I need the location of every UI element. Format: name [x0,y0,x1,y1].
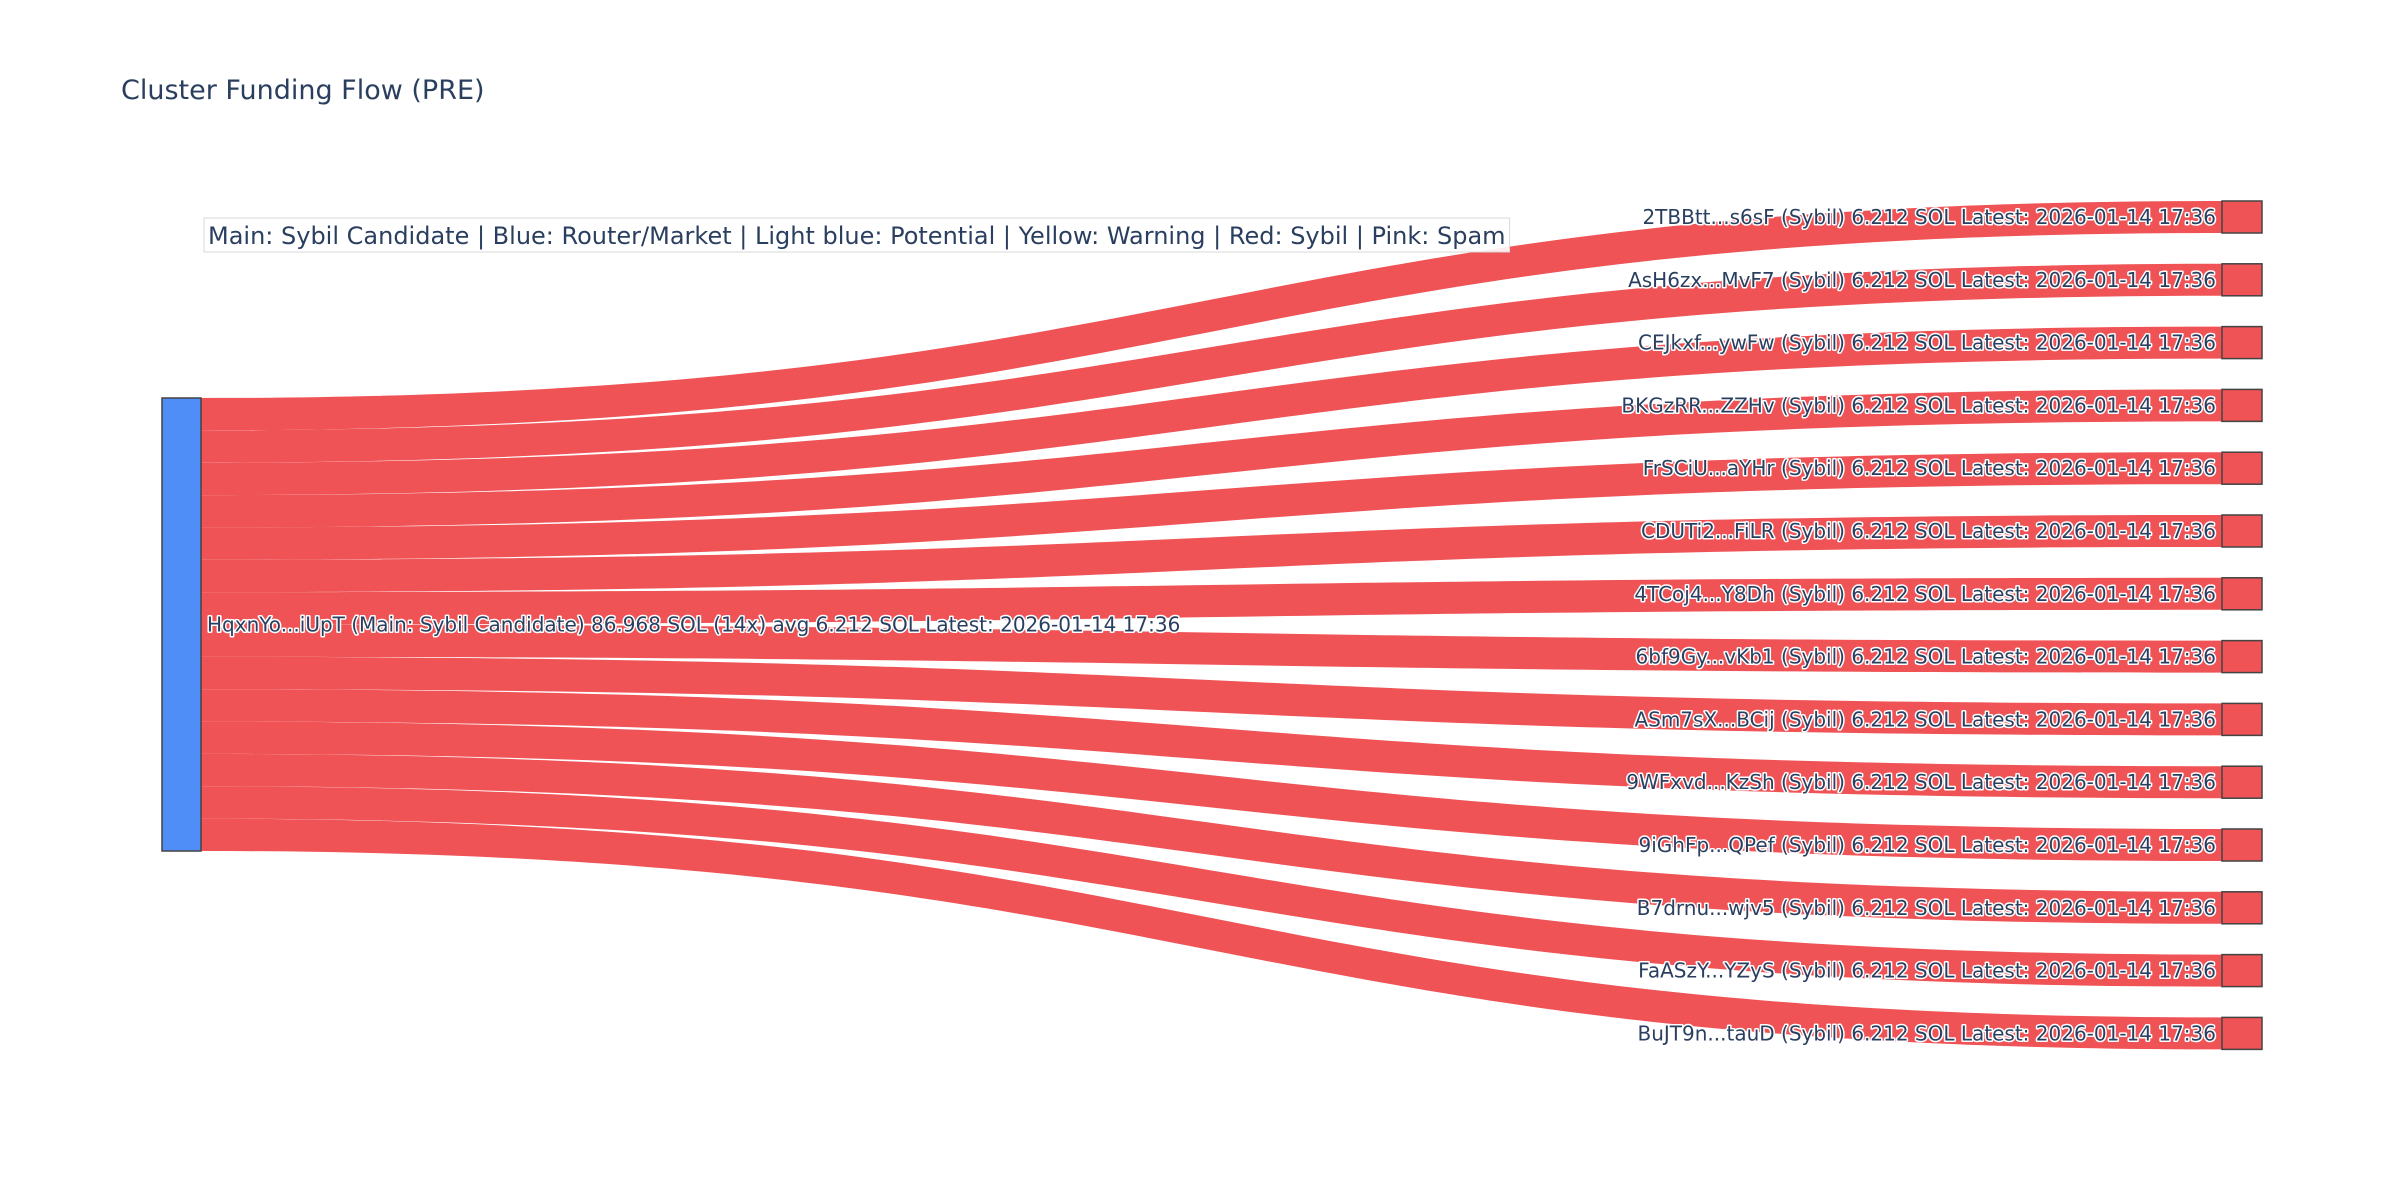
target-node-label: 6bf9Gy...vKb1 (Sybil) 6.212 SOL Latest: … [1636,645,2216,669]
target-node-label: 9WFxvd...KzSh (Sybil) 6.212 SOL Latest: … [1626,770,2216,794]
target-node[interactable] [2221,765,2263,799]
target-node[interactable] [2221,577,2263,611]
target-node-label: FrSCiU...aYHr (Sybil) 6.212 SOL Latest: … [1643,456,2216,480]
target-node[interactable] [2221,891,2263,925]
target-node[interactable] [2221,514,2263,548]
flow-link[interactable] [201,452,2222,560]
target-node[interactable] [2221,953,2263,988]
chart-title: Cluster Funding Flow (PRE) [121,75,485,106]
links-layer [201,201,2222,1050]
flow-link[interactable] [201,786,2222,987]
legend-text: Main: Sybil Candidate | Blue: Router/Mar… [208,222,1506,250]
target-node[interactable] [2221,1016,2263,1051]
target-node[interactable] [2221,388,2263,423]
flow-link[interactable] [201,753,2222,924]
target-node[interactable] [2221,828,2263,862]
flow-link[interactable] [201,515,2222,593]
flow-link[interactable] [201,689,2222,799]
target-node[interactable] [2221,702,2263,737]
labels-layer: HqxnYo...iUpT (Main: Sybil Candidate) 86… [206,204,2218,1047]
flow-link[interactable] [201,389,2222,528]
source-node[interactable] [161,397,202,852]
target-node-label: BuJT9n...tauD (Sybil) 6.212 SOL Latest: … [1638,1021,2217,1045]
target-node[interactable] [2221,451,2263,485]
legend-annotation: Main: Sybil Candidate | Blue: Router/Mar… [203,217,1511,253]
target-node-label: CDUTi2...FiLR (Sybil) 6.212 SOL Latest: … [1641,519,2216,543]
target-node-label: ASm7sX...BCij (Sybil) 6.212 SOL Latest: … [1634,707,2216,731]
target-node-label: 4TCoj4...Y8Dh (Sybil) 6.212 SOL Latest: … [1634,582,2216,606]
flow-link[interactable] [201,624,2222,673]
target-node[interactable] [2221,200,2263,234]
target-node-label: BKGzRR...ZZHv (Sybil) 6.212 SOL Latest: … [1621,393,2216,417]
target-node-label: AsH6zx...MvF7 (Sybil) 6.212 SOL Latest: … [1628,268,2216,292]
target-node[interactable] [2221,639,2263,674]
legend-box [203,217,1511,253]
target-node-label: CEJkxf...ywFw (Sybil) 6.212 SOL Latest: … [1638,331,2216,355]
flow-link[interactable] [201,201,2222,431]
target-node[interactable] [2221,325,2263,360]
target-node-label: 9iGhFp...QPef (Sybil) 6.212 SOL Latest: … [1639,833,2217,857]
flow-link[interactable] [201,818,2222,1050]
flow-link[interactable] [201,577,2222,625]
target-node[interactable] [2221,263,2263,297]
flow-link[interactable] [201,326,2222,496]
flow-link[interactable] [201,263,2222,463]
target-node-label: 2TBBtt...s6sF (Sybil) 6.212 SOL Latest: … [1642,205,2216,229]
nodes-layer [161,200,2263,1051]
flow-link[interactable] [201,656,2222,736]
target-node-label: B7drnu...wjv5 (Sybil) 6.212 SOL Latest: … [1637,896,2216,920]
target-node-label: FaASzY...YZyS (Sybil) 6.212 SOL Latest: … [1638,959,2216,983]
source-node-label: HqxnYo...iUpT (Main: Sybil Candidate) 86… [207,613,1180,637]
flow-link[interactable] [201,721,2222,861]
